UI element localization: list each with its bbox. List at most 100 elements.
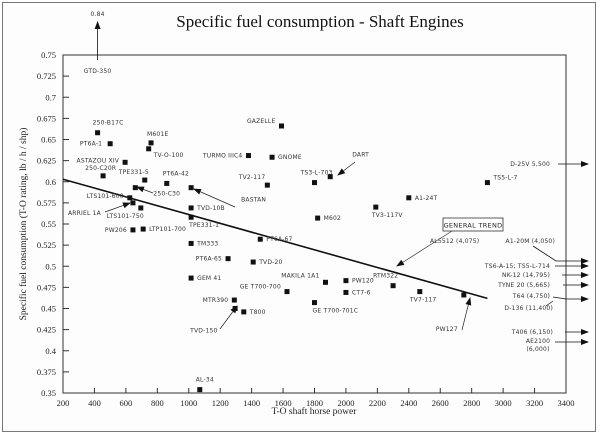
data-point-group: TV7-117: [409, 289, 437, 304]
data-point[interactable]: [95, 130, 101, 136]
data-point[interactable]: [312, 180, 317, 186]
data-point[interactable]: [148, 140, 154, 146]
x-tick-label: 1600: [275, 398, 292, 408]
data-point[interactable]: [257, 236, 263, 242]
data-point[interactable]: [323, 279, 329, 285]
data-point[interactable]: [138, 205, 144, 211]
data-point-group: PT6A-67: [257, 236, 292, 243]
data-point[interactable]: [130, 200, 136, 206]
point-label: TV7-117: [409, 297, 437, 304]
offscale-right-item: TYNE 20 (5,665): [497, 282, 589, 289]
x-tick-label: 600: [120, 398, 133, 408]
offscale-right-label: TS6-A-15; TS5-L-714: [484, 263, 550, 270]
point-label: LTP101-700: [149, 226, 186, 233]
point-label: TVD-10B: [196, 205, 225, 212]
point-label: TS3-L-703: [300, 170, 333, 177]
data-point[interactable]: [164, 180, 170, 186]
data-point[interactable]: [132, 185, 138, 191]
x-tick-label: 3000: [495, 398, 512, 408]
data-point[interactable]: [130, 227, 136, 233]
data-point[interactable]: [278, 123, 284, 129]
data-point[interactable]: [417, 289, 423, 295]
data-point[interactable]: [188, 275, 194, 281]
offscale-top-value: 0.84: [90, 11, 104, 18]
data-point[interactable]: [127, 195, 133, 201]
data-point-group: PW206: [105, 227, 136, 234]
data-point[interactable]: [312, 300, 317, 306]
data-point[interactable]: [461, 292, 467, 298]
point-label: RTM322: [373, 273, 398, 280]
point-label: MTR390: [203, 297, 229, 304]
y-tick-label: 0.6: [45, 177, 56, 187]
offscale-right-item: D-136 (11,400): [504, 300, 554, 312]
offscale-right-label: D-25V 5,500: [510, 161, 550, 168]
point-label: 250-C20R: [85, 165, 116, 172]
data-point-group: TVD-20: [250, 259, 282, 266]
data-point[interactable]: [315, 215, 321, 221]
offscale-right-label: T406 (6,150): [511, 329, 553, 336]
data-point[interactable]: [146, 146, 152, 152]
y-tick-label: 0.35: [41, 388, 56, 398]
data-point-group: LTS101-600: [87, 193, 133, 201]
data-point[interactable]: [142, 177, 148, 183]
data-point[interactable]: [327, 174, 333, 180]
label-pointer-arrow: [337, 161, 356, 176]
offscale-right-label: AL5512 (4,075): [430, 238, 479, 245]
point-label: TVD-20: [258, 259, 282, 266]
data-point[interactable]: [484, 180, 490, 186]
point-label: PT6A-1: [80, 141, 102, 148]
data-point[interactable]: [231, 297, 237, 303]
data-point-group: 250-B17C: [93, 120, 123, 136]
data-point-group: DART: [327, 152, 369, 180]
data-point[interactable]: [225, 256, 231, 262]
data-point[interactable]: [390, 283, 396, 289]
offscale-right-label: A1-20M (4,050): [506, 238, 555, 245]
x-tick-label: 1000: [180, 398, 197, 408]
data-point[interactable]: [122, 159, 128, 165]
y-tick-label: 0.75: [41, 50, 56, 60]
data-point-group: 250-C20R: [85, 165, 116, 179]
data-point[interactable]: [107, 141, 113, 147]
point-label: 250-C30: [153, 191, 180, 198]
data-point[interactable]: [284, 289, 290, 295]
data-point[interactable]: [188, 240, 194, 246]
data-point[interactable]: [245, 153, 251, 159]
data-point[interactable]: [406, 195, 412, 201]
data-point-group: GE T700-701C: [312, 300, 358, 315]
data-point-group: BASTAN: [188, 185, 266, 208]
data-point[interactable]: [343, 278, 349, 284]
data-point[interactable]: [241, 309, 247, 315]
y-tick-label: 0.525: [37, 240, 56, 250]
point-label: TURMO IIIC4: [202, 153, 243, 160]
offscale-right-label: AE2100 (6,000): [526, 338, 550, 353]
offscale-right-label: D-136 (11,400): [504, 305, 553, 312]
data-point[interactable]: [197, 387, 203, 393]
y-tick-label: 0.475: [37, 282, 56, 292]
data-point-group: CT7-6: [343, 289, 370, 296]
x-tick-label: 3400: [558, 398, 575, 408]
data-point[interactable]: [250, 259, 256, 265]
data-point[interactable]: [188, 205, 194, 211]
data-point-group: PW127: [436, 292, 472, 333]
label-pointer-arrow: [104, 202, 131, 213]
data-point[interactable]: [373, 204, 379, 210]
data-point[interactable]: [264, 182, 270, 188]
data-point[interactable]: [100, 173, 106, 179]
data-point[interactable]: [343, 289, 349, 295]
data-point[interactable]: [140, 226, 146, 232]
point-label: PT6A-65: [196, 256, 222, 263]
point-label: BASTAN: [241, 197, 266, 204]
data-point-group: PT6A-65: [196, 256, 231, 263]
point-label: TS5-L-7: [492, 175, 517, 182]
y-tick-label: 0.4: [45, 346, 56, 356]
data-point[interactable]: [188, 214, 194, 220]
point-label: M602: [324, 215, 341, 222]
data-point[interactable]: [269, 154, 275, 160]
offscale-top-group: 0.84 GTD-350: [84, 11, 112, 75]
data-point-group: TM333: [188, 240, 218, 247]
point-label: PW120: [352, 278, 374, 285]
data-point-group: TVD-150: [189, 305, 238, 335]
point-label: TV3-117V: [371, 212, 404, 219]
data-point[interactable]: [188, 185, 194, 191]
